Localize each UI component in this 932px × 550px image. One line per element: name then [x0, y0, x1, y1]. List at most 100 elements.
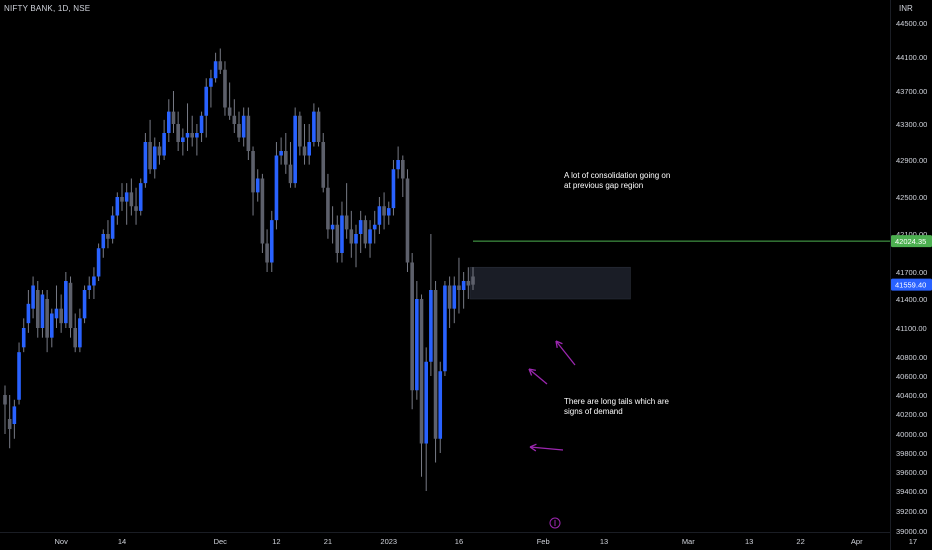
candle-down[interactable] — [326, 187, 330, 230]
candle-down[interactable] — [349, 229, 354, 244]
candle-down[interactable] — [363, 220, 368, 244]
candle-down[interactable] — [73, 328, 77, 348]
candle-up[interactable] — [199, 115, 204, 133]
candle-down[interactable] — [190, 133, 194, 138]
candle-down[interactable] — [447, 285, 452, 309]
candle-up[interactable] — [92, 276, 96, 286]
candle-down[interactable] — [344, 215, 349, 230]
candle-up[interactable] — [143, 142, 148, 184]
candle-down[interactable] — [134, 206, 138, 211]
consolidation-zone[interactable] — [469, 266, 631, 300]
candle-down[interactable] — [405, 178, 410, 263]
candle-down[interactable] — [7, 419, 12, 429]
candle-up[interactable] — [415, 299, 419, 391]
candle-up[interactable] — [40, 294, 45, 329]
candle-up[interactable] — [115, 197, 120, 216]
candle-up[interactable] — [330, 224, 335, 230]
candle-down[interactable] — [35, 290, 40, 328]
candle-up[interactable] — [312, 111, 316, 142]
candle-up[interactable] — [138, 183, 143, 211]
candle-up[interactable] — [54, 308, 59, 319]
candle-up[interactable] — [424, 361, 428, 444]
candle-up[interactable] — [354, 234, 358, 244]
candle-up[interactable] — [12, 406, 17, 424]
candle-up[interactable] — [50, 313, 54, 338]
candle-down[interactable] — [171, 111, 176, 124]
event-marker-icon[interactable] — [549, 517, 561, 529]
candle-down[interactable] — [227, 107, 232, 116]
candle-down[interactable] — [260, 178, 265, 244]
candle-up[interactable] — [293, 115, 297, 184]
candle-down[interactable] — [316, 111, 321, 142]
candle-down[interactable] — [237, 124, 241, 138]
candle-up[interactable] — [21, 328, 26, 348]
annotation-arrow[interactable] — [528, 368, 548, 385]
candle-up[interactable] — [452, 285, 457, 309]
candle-up[interactable] — [96, 248, 101, 277]
candle-down[interactable] — [129, 192, 134, 207]
candle-down[interactable] — [59, 308, 63, 324]
candle-up[interactable] — [64, 281, 68, 324]
candle-up[interactable] — [438, 371, 443, 439]
candle-down[interactable] — [335, 224, 340, 253]
candle-down[interactable] — [265, 243, 269, 263]
candle-up[interactable] — [377, 206, 382, 225]
candle-down[interactable] — [68, 282, 73, 328]
candle-up[interactable] — [124, 192, 129, 202]
candle-down[interactable] — [45, 299, 49, 338]
candle-down[interactable] — [106, 234, 110, 239]
candle-down[interactable] — [232, 115, 237, 124]
candle-down[interactable] — [157, 146, 162, 156]
candle-down[interactable] — [284, 151, 288, 165]
candle-up[interactable] — [78, 318, 82, 348]
annotation-arrow[interactable] — [555, 340, 576, 366]
candle-up[interactable] — [307, 142, 311, 156]
candle-up[interactable] — [279, 151, 283, 156]
candle-down[interactable] — [3, 395, 7, 405]
candle-down[interactable] — [401, 160, 405, 179]
candle-up[interactable] — [204, 86, 209, 116]
candle-down[interactable] — [321, 142, 326, 188]
annotation-arrow[interactable] — [529, 446, 564, 451]
candle-down[interactable] — [288, 164, 293, 184]
candle-up[interactable] — [185, 133, 190, 138]
candle-down[interactable] — [382, 206, 386, 216]
candle-up[interactable] — [358, 220, 363, 234]
candle-up[interactable] — [461, 281, 466, 290]
candle-down[interactable] — [410, 262, 414, 391]
candle-up[interactable] — [110, 215, 115, 239]
candle-up[interactable] — [195, 133, 199, 138]
candle-up[interactable] — [87, 285, 92, 291]
candle-up[interactable] — [340, 215, 344, 254]
candle-up[interactable] — [255, 178, 260, 193]
candle-up[interactable] — [429, 290, 433, 362]
candle-up[interactable] — [82, 290, 87, 319]
candle-down[interactable] — [457, 285, 461, 291]
candle-up[interactable] — [386, 208, 391, 216]
candle-up[interactable] — [372, 224, 377, 230]
candle-up[interactable] — [269, 220, 274, 263]
candle-down[interactable] — [120, 197, 124, 202]
candle-up[interactable] — [152, 146, 157, 170]
candle-down[interactable] — [251, 151, 255, 193]
candle-up[interactable] — [17, 352, 21, 400]
candle-up[interactable] — [167, 111, 171, 133]
candle-up[interactable] — [368, 229, 372, 244]
candle-up[interactable] — [213, 61, 218, 79]
candle-up[interactable] — [241, 115, 246, 138]
candle-up[interactable] — [31, 285, 35, 309]
candle-up[interactable] — [209, 78, 213, 87]
candle-up[interactable] — [101, 234, 106, 249]
candle-down[interactable] — [148, 142, 152, 170]
candle-down[interactable] — [223, 69, 227, 108]
candle-up[interactable] — [162, 133, 166, 156]
candle-down[interactable] — [302, 146, 307, 156]
candle-down[interactable] — [298, 115, 302, 147]
candle-down[interactable] — [466, 281, 471, 286]
candle-up[interactable] — [181, 137, 185, 143]
candle-up[interactable] — [26, 303, 31, 324]
candle-up[interactable] — [274, 155, 279, 221]
candle-down[interactable] — [433, 290, 438, 439]
